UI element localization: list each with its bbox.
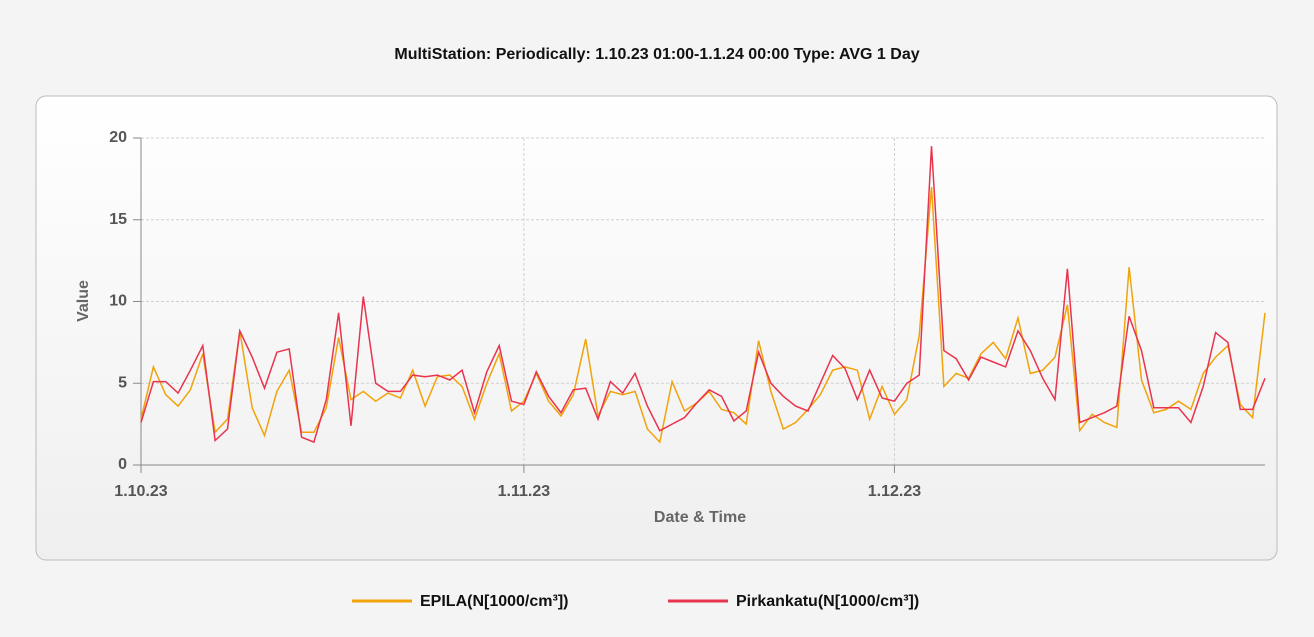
chart-title: MultiStation: Periodically: 1.10.23 01:0… [394,46,919,63]
legend-label: EPILA(N[1000/cm³]) [420,593,568,610]
x-axis-title: Date & Time [654,509,746,526]
series-line [140,146,1266,444]
y-tick-label: 5 [118,374,127,391]
legend-label: Pirkankatu(N[1000/cm³]) [736,593,919,610]
x-tick-label: 1.10.23 [114,483,167,500]
y-tick-label: 10 [109,293,127,310]
y-tick-label: 0 [118,456,127,473]
x-tick-label: 1.12.23 [868,483,921,500]
y-tick-label: 15 [109,211,127,228]
y-axis-title: Value [75,280,92,322]
plot-panel [35,95,1278,561]
x-tick-label: 1.11.23 [498,483,551,500]
y-tick-label: 20 [109,129,127,146]
